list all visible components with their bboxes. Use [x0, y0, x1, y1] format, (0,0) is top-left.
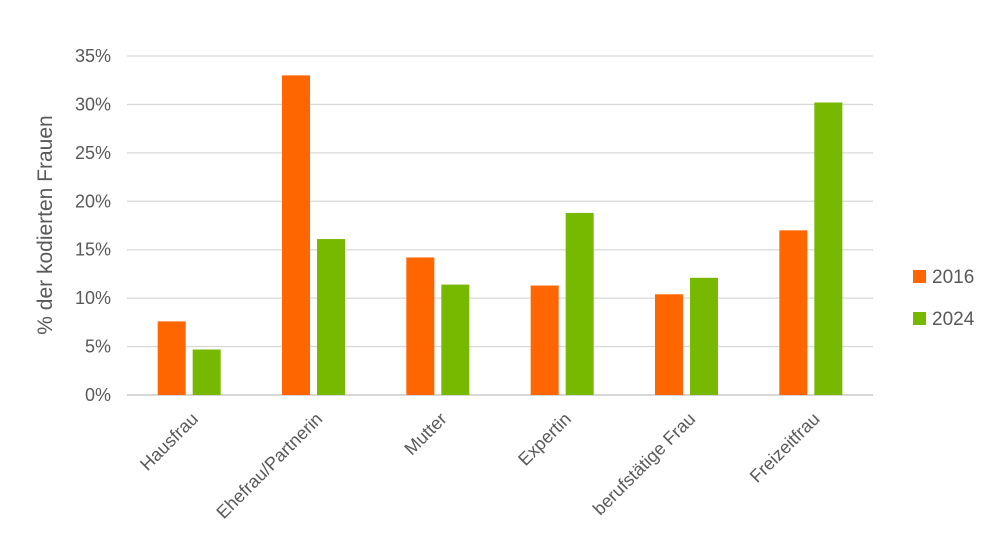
y-tick-label: 5%	[85, 337, 111, 357]
bar-2024-0	[192, 349, 221, 395]
x-axis-categories: Hausfrau Ehefrau/Partnerin Mutter Expertin b…	[136, 409, 823, 523]
bars	[157, 75, 843, 396]
y-tick-label: 20%	[75, 191, 111, 211]
y-tick-label: 10%	[75, 288, 111, 308]
x-category-label: Hausfrau	[136, 409, 202, 475]
bar-2016-3	[530, 285, 559, 395]
y-axis-title: % der kodierten Frauen	[34, 115, 57, 334]
bar-2016-0	[157, 321, 186, 395]
y-tick-label: 15%	[75, 240, 111, 260]
bar-2024-5	[814, 102, 843, 396]
bar-2024-1	[317, 239, 345, 395]
y-tick-label: 25%	[75, 143, 111, 163]
bar-2016-5	[779, 230, 808, 395]
bar-2024-4	[690, 277, 718, 395]
legend-label-2024: 2024	[932, 309, 975, 330]
x-category-label: Ehefrau/Partnerin	[212, 409, 326, 523]
bar-2016-2	[406, 257, 435, 395]
x-category-label: Expertin	[514, 409, 575, 470]
y-tick-label: 30%	[75, 94, 111, 114]
legend: 2016 2024	[913, 267, 975, 330]
bar-2024-2	[441, 284, 470, 395]
grid-lines	[127, 55, 873, 396]
legend-swatch-2016	[913, 270, 926, 283]
bar-2016-4	[655, 294, 683, 395]
legend-swatch-2024	[913, 312, 926, 325]
x-category-label: Freizeitfrau	[746, 409, 824, 487]
y-tick-label: 0%	[85, 385, 111, 405]
y-tick-label: 35%	[75, 46, 111, 66]
x-category-label: berufstätige Frau	[589, 409, 699, 519]
x-category-label: Mutter	[400, 409, 450, 459]
bar-2024-3	[565, 212, 594, 395]
bar-2016-1	[282, 75, 310, 395]
y-axis-ticks: 0% 5% 10% 15% 20% 25% 30% 35%	[75, 46, 111, 405]
legend-label-2016: 2016	[932, 267, 974, 288]
